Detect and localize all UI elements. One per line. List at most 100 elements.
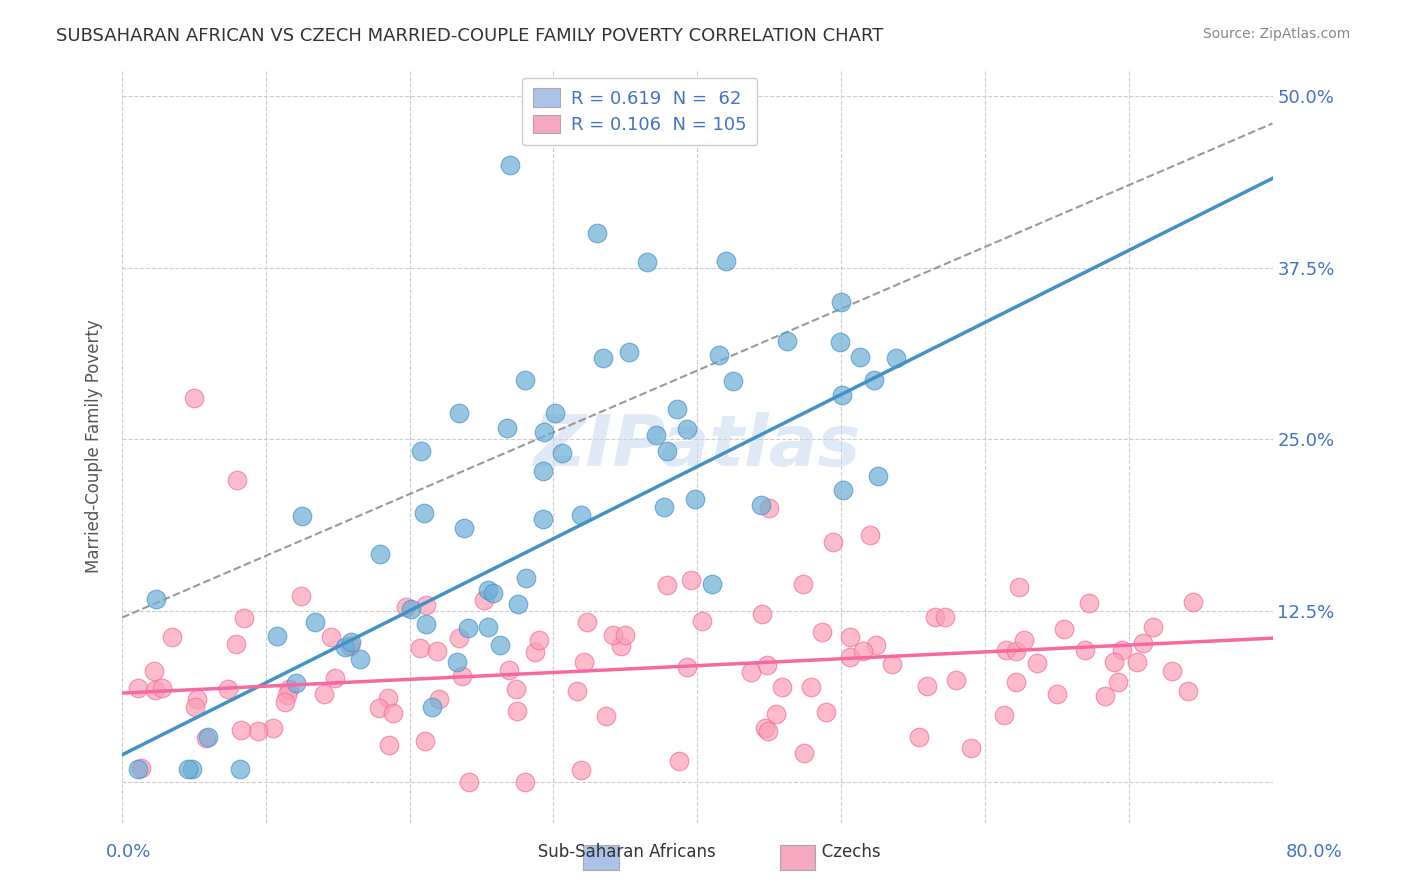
Sub-Saharan Africans	[652, 500, 675, 515]
Czechs	[572, 655, 595, 669]
Czechs	[915, 679, 938, 693]
Czechs	[127, 681, 149, 695]
Sub-Saharan Africans	[551, 446, 574, 460]
Czechs	[792, 577, 814, 591]
Czechs	[523, 645, 546, 659]
Czechs	[247, 724, 270, 739]
Czechs	[692, 615, 714, 629]
Czechs	[756, 658, 779, 673]
Czechs	[800, 680, 823, 694]
Text: 0.0%: 0.0%	[105, 843, 150, 861]
Sub-Saharan Africans	[749, 498, 772, 512]
Sub-Saharan Africans	[830, 334, 852, 349]
Sub-Saharan Africans	[592, 351, 614, 365]
Czechs	[160, 630, 183, 644]
Sub-Saharan Africans	[533, 425, 555, 439]
Sub-Saharan Africans	[645, 427, 668, 442]
Czechs	[1074, 643, 1097, 657]
Czechs	[602, 627, 624, 641]
Text: Source: ZipAtlas.com: Source: ZipAtlas.com	[1202, 27, 1350, 41]
Czechs	[859, 528, 882, 542]
Sub-Saharan Africans	[585, 226, 607, 240]
Sub-Saharan Africans	[496, 421, 519, 435]
Czechs	[382, 706, 405, 720]
Czechs	[447, 632, 470, 646]
Sub-Saharan Africans	[531, 464, 554, 478]
Czechs	[505, 681, 527, 696]
Sub-Saharan Africans	[415, 617, 437, 632]
Text: 80.0%: 80.0%	[1286, 843, 1343, 861]
Legend: R = 0.619  N =  62, R = 0.106  N = 105: R = 0.619 N = 62, R = 0.106 N = 105	[522, 78, 758, 145]
Czechs	[225, 637, 247, 651]
Czechs	[609, 640, 631, 654]
Sub-Saharan Africans	[229, 762, 252, 776]
Sub-Saharan Africans	[569, 508, 592, 522]
Czechs	[426, 644, 449, 658]
Czechs	[810, 625, 832, 640]
Czechs	[513, 775, 536, 789]
Czechs	[1177, 683, 1199, 698]
Czechs	[129, 760, 152, 774]
Czechs	[143, 664, 166, 678]
Czechs	[865, 638, 887, 652]
Sub-Saharan Africans	[368, 547, 391, 561]
Y-axis label: Married-Couple Family Poverty: Married-Couple Family Poverty	[86, 319, 103, 573]
Czechs	[681, 573, 703, 587]
Sub-Saharan Africans	[848, 350, 870, 364]
Czechs	[278, 681, 301, 696]
Czechs	[150, 681, 173, 696]
Czechs	[527, 633, 550, 648]
Czechs	[995, 643, 1018, 657]
Sub-Saharan Africans	[181, 762, 204, 776]
Sub-Saharan Africans	[284, 675, 307, 690]
Czechs	[395, 599, 418, 614]
Czechs	[814, 705, 837, 719]
Text: ZIPatlas: ZIPatlas	[534, 411, 860, 481]
Sub-Saharan Africans	[399, 601, 422, 615]
Czechs	[765, 706, 787, 721]
Sub-Saharan Africans	[453, 521, 475, 535]
Czechs	[262, 721, 284, 735]
Czechs	[668, 754, 690, 768]
Czechs	[1111, 643, 1133, 657]
Czechs	[1014, 632, 1036, 647]
Sub-Saharan Africans	[477, 583, 499, 598]
Czechs	[319, 630, 342, 644]
Sub-Saharan Africans	[506, 597, 529, 611]
Sub-Saharan Africans	[831, 483, 853, 497]
Czechs	[1181, 595, 1204, 609]
Sub-Saharan Africans	[447, 406, 470, 420]
Czechs	[793, 746, 815, 760]
Sub-Saharan Africans	[655, 444, 678, 458]
Sub-Saharan Africans	[714, 253, 737, 268]
Czechs	[756, 723, 779, 738]
Sub-Saharan Africans	[531, 512, 554, 526]
Text: SUBSAHARAN AFRICAN VS CZECH MARRIED-COUPLE FAMILY POVERTY CORRELATION CHART: SUBSAHARAN AFRICAN VS CZECH MARRIED-COUP…	[56, 27, 883, 45]
Czechs	[194, 731, 217, 746]
Sub-Saharan Africans	[409, 444, 432, 458]
Sub-Saharan Africans	[709, 348, 731, 362]
Czechs	[377, 738, 399, 752]
Czechs	[451, 669, 474, 683]
Sub-Saharan Africans	[446, 655, 468, 669]
Czechs	[838, 650, 860, 665]
Czechs	[740, 665, 762, 680]
Sub-Saharan Africans	[515, 571, 537, 585]
Czechs	[186, 692, 208, 706]
Sub-Saharan Africans	[457, 621, 479, 635]
Czechs	[232, 611, 254, 625]
Sub-Saharan Africans	[676, 422, 699, 436]
Sub-Saharan Africans	[482, 586, 505, 600]
Czechs	[613, 628, 636, 642]
Czechs	[838, 630, 860, 644]
Czechs	[226, 473, 249, 487]
Sub-Saharan Africans	[884, 351, 907, 365]
Sub-Saharan Africans	[499, 158, 522, 172]
Czechs	[377, 691, 399, 706]
Czechs	[312, 687, 335, 701]
Czechs	[1004, 644, 1026, 658]
Sub-Saharan Africans	[488, 638, 510, 652]
Czechs	[427, 692, 450, 706]
Sub-Saharan Africans	[176, 762, 198, 776]
Sub-Saharan Africans	[413, 506, 436, 520]
